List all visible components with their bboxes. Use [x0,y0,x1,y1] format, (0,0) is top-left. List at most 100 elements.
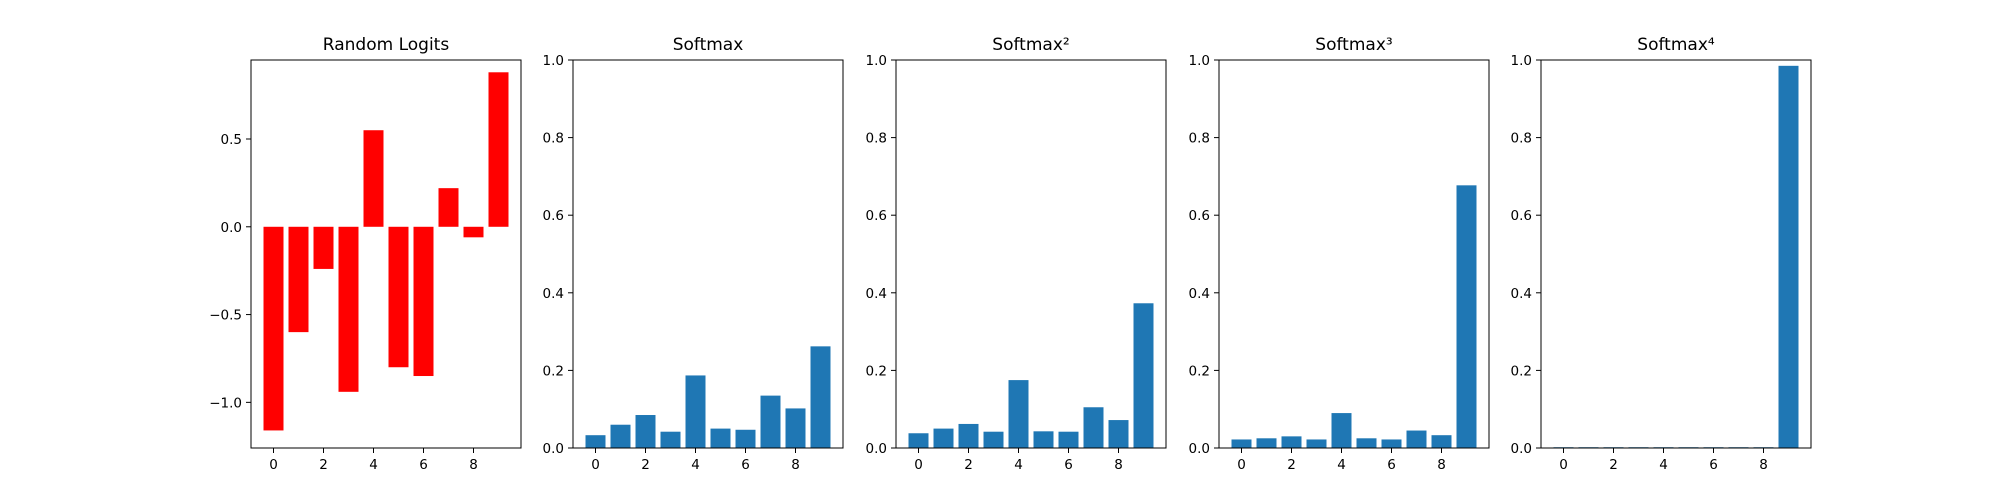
bar-0-3 [338,226,359,392]
y-tick-label-3-4: 0.8 [1189,131,1210,147]
x-tick-label-3-0: 0 [1237,457,1246,473]
y-tick-label-1-4: 0.8 [543,131,564,147]
x-tick-label-2-3: 6 [1064,457,1073,473]
bar-1-1 [610,424,631,448]
chart-panel-0: 0 2 4 6 8 −1.0 −0.5 0.0 0.5 Random Logits [209,35,522,473]
bar-2-2 [958,423,979,448]
bar-4-9 [1778,65,1799,448]
y-tick-label-3-5: 1.0 [1189,53,1210,69]
bar-3-8 [1431,435,1452,448]
x-tick-label-2-4: 8 [1114,457,1123,473]
x-tick-label-3-1: 2 [1287,457,1296,473]
bar-0-1 [288,226,309,333]
axes-frame-1 [572,59,844,449]
bar-1-8 [785,408,806,448]
axes-frame-2 [895,59,1167,449]
y-tick-label-2-5: 1.0 [866,53,887,69]
bar-3-6 [1381,439,1402,448]
bar-3-7 [1406,430,1427,448]
x-tick-label-4-0: 0 [1559,457,1568,473]
axes-frame-4 [1540,59,1812,449]
y-tick-label-3-0: 0.0 [1189,441,1210,457]
x-tick-label-4-3: 6 [1709,457,1718,473]
bar-1-7 [760,395,781,448]
y-tick-label-2-1: 0.2 [866,363,887,379]
y-tick-label-4-3: 0.6 [1511,208,1532,224]
chart-panel-2: 0 2 4 6 8 0.0 0.2 0.4 0.6 0.8 1.0 Softmax² [866,35,1167,473]
x-tick-label-0-1: 2 [319,457,328,473]
x-tick-label-0-4: 8 [469,457,478,473]
chart-title-2: Softmax² [992,35,1069,55]
bar-1-4 [685,375,706,448]
bar-0-5 [388,226,409,368]
chart-panel-1: 0 2 4 6 8 0.0 0.2 0.4 0.6 0.8 1.0 Softmax [543,35,844,473]
bar-3-0 [1231,439,1252,448]
chart-title-0: Random Logits [323,35,450,55]
bar-3-5 [1356,438,1377,448]
bar-1-2 [635,415,656,448]
bar-3-4 [1331,413,1352,448]
y-tick-label-4-0: 0.0 [1511,441,1532,457]
bar-0-2 [313,226,334,269]
x-tick-label-0-3: 6 [419,457,428,473]
bar-2-9 [1133,303,1154,448]
x-tick-label-1-0: 0 [591,457,600,473]
bar-1-6 [735,429,756,448]
x-tick-label-2-0: 0 [914,457,923,473]
bar-2-4 [1008,380,1029,448]
bar-0-8 [463,226,484,238]
x-tick-label-3-2: 4 [1337,457,1346,473]
x-tick-label-1-3: 6 [741,457,750,473]
y-tick-label-2-0: 0.0 [866,441,887,457]
x-tick-label-3-3: 6 [1387,457,1396,473]
bar-0-6 [413,226,434,377]
bar-1-5 [710,428,731,448]
bar-3-2 [1281,436,1302,448]
y-tick-label-3-1: 0.2 [1189,363,1210,379]
y-tick-label-4-4: 0.8 [1511,131,1532,147]
y-tick-label-2-3: 0.6 [866,208,887,224]
x-tick-label-2-1: 2 [964,457,973,473]
bar-2-7 [1083,407,1104,448]
x-tick-label-3-4: 8 [1437,457,1446,473]
x-tick-label-4-4: 8 [1759,457,1768,473]
chart-panel-4: 0 2 4 6 8 0.0 0.2 0.4 0.6 0.8 1.0 Softmax⁴ [1511,35,1812,473]
bar-2-8 [1108,420,1129,448]
y-tick-label-1-1: 0.2 [543,363,564,379]
y-tick-label-1-3: 0.6 [543,208,564,224]
chart-title-1: Softmax [673,35,744,55]
y-tick-label-2-2: 0.4 [866,286,887,302]
x-tick-label-0-2: 4 [369,457,378,473]
bar-3-3 [1306,439,1327,448]
bar-2-1 [933,428,954,448]
bar-1-9 [810,346,831,448]
x-tick-label-1-4: 8 [791,457,800,473]
bar-3-1 [1256,438,1277,448]
y-tick-label-4-2: 0.4 [1511,286,1532,302]
axes-frame-3 [1218,59,1490,449]
y-tick-label-1-5: 1.0 [543,53,564,69]
bar-0-0 [263,226,284,431]
bar-1-0 [585,435,606,448]
axes-frame-0 [250,59,522,449]
bar-1-3 [660,431,681,448]
chart-title-3: Softmax³ [1315,35,1392,55]
y-tick-label-2-4: 0.8 [866,131,887,147]
y-tick-label-3-2: 0.4 [1189,286,1210,302]
chart-title-4: Softmax⁴ [1637,35,1715,55]
x-tick-label-1-2: 4 [691,457,700,473]
y-tick-label-0-2: 0.0 [221,220,242,236]
bar-3-9 [1456,185,1477,448]
x-tick-label-2-2: 4 [1014,457,1023,473]
x-tick-label-0-0: 0 [269,457,278,473]
x-tick-label-1-1: 2 [641,457,650,473]
bar-0-7 [438,188,459,227]
y-tick-label-3-3: 0.6 [1189,208,1210,224]
y-tick-label-4-5: 1.0 [1511,53,1532,69]
y-tick-label-1-2: 0.4 [543,286,564,302]
y-tick-label-1-0: 0.0 [543,441,564,457]
bar-0-9 [488,72,509,227]
chart-panel-3: 0 2 4 6 8 0.0 0.2 0.4 0.6 0.8 1.0 Softmax³ [1189,35,1490,473]
x-tick-label-4-1: 2 [1609,457,1618,473]
